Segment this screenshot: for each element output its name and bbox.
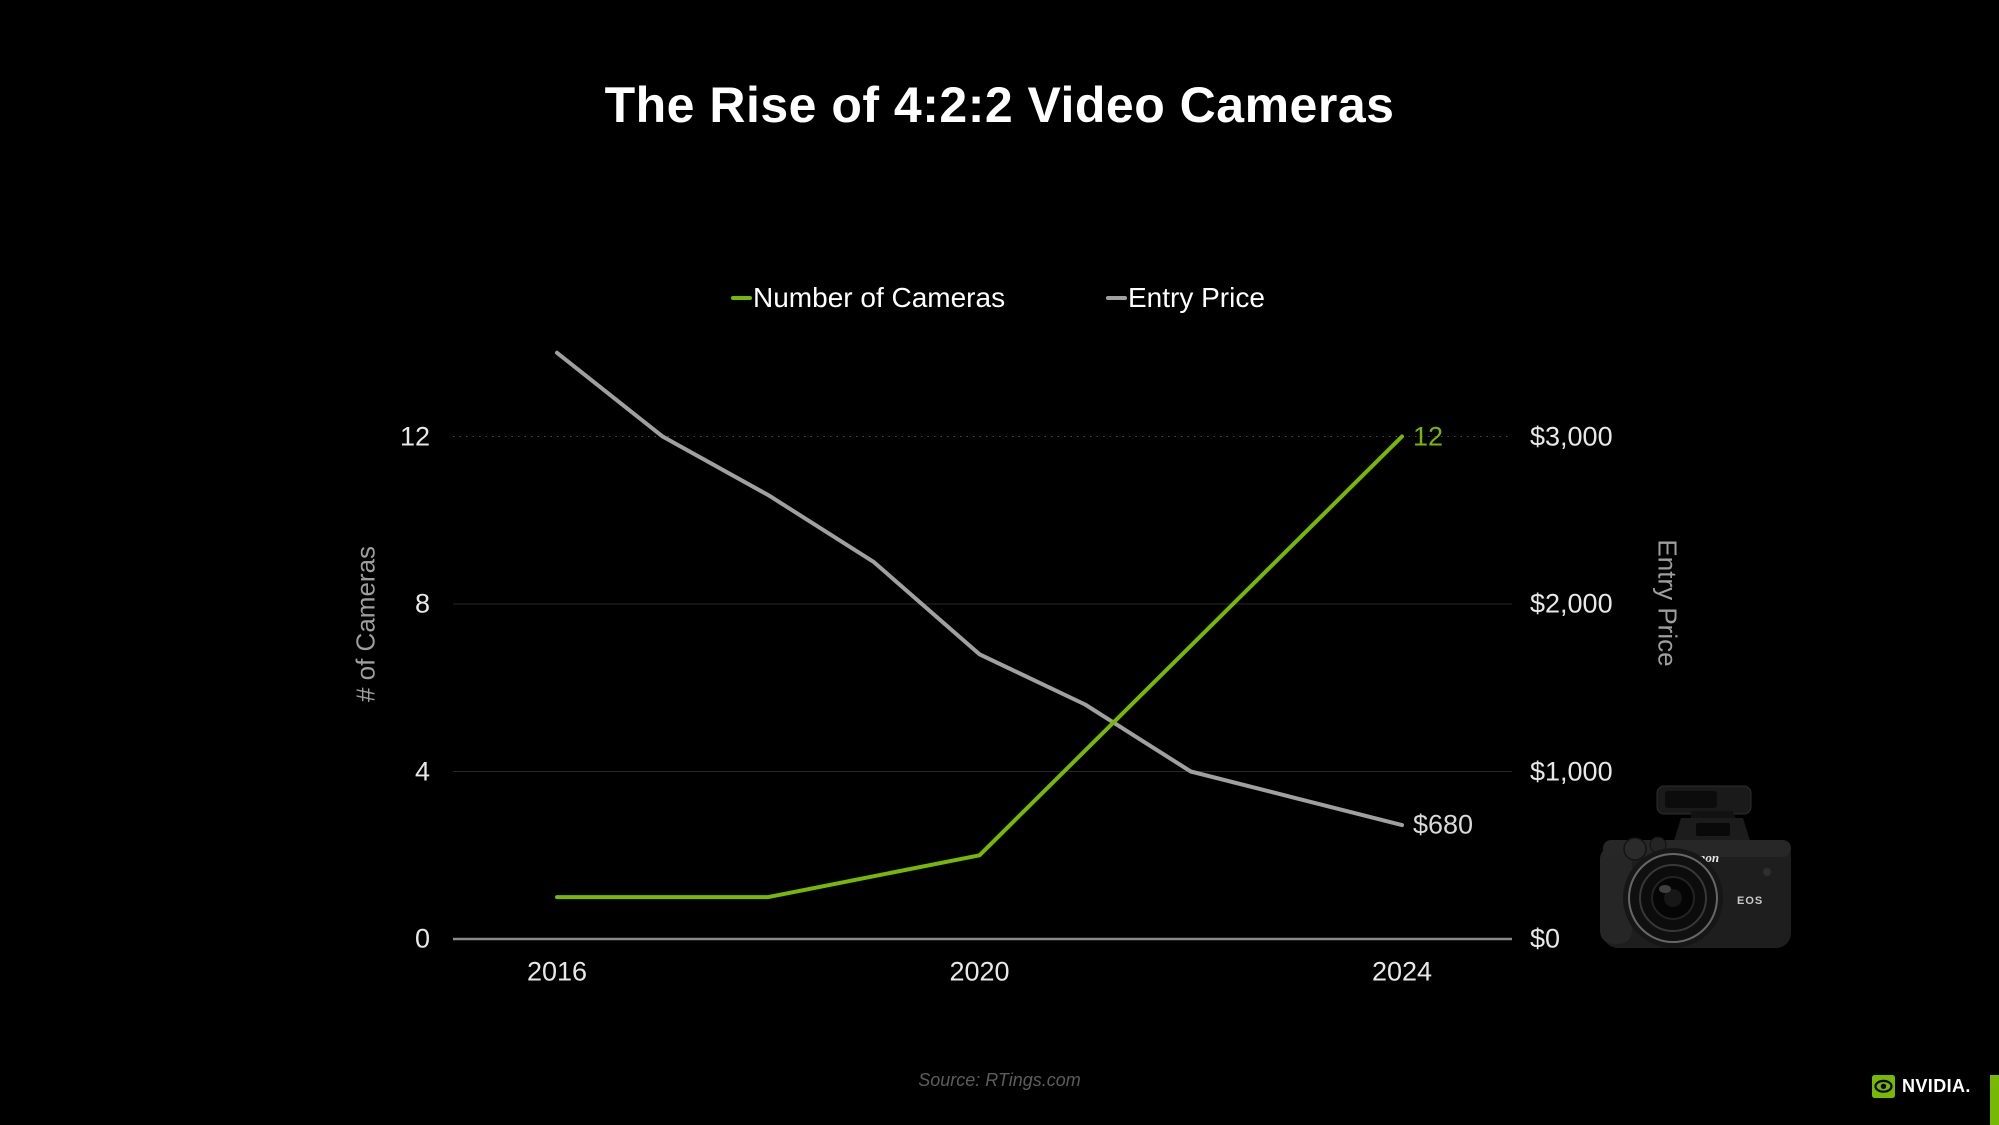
legend-line-marker-green — [731, 296, 752, 300]
y-left-tick-label: 12 — [399, 421, 430, 451]
series-line-number-of-cameras — [555, 434, 1404, 900]
y-left-tick-label: 4 — [414, 756, 430, 786]
nvidia-eye-icon — [1872, 1075, 1895, 1098]
page-title: The Rise of 4:2:2 Video Cameras — [604, 77, 1395, 133]
x-axis-tick-label: 2020 — [949, 956, 1010, 987]
legend-line-marker-gray — [1106, 296, 1127, 300]
nvidia-wordmark: NVIDIA. — [1902, 1076, 1971, 1096]
y-left-tick-label: 0 — [414, 923, 430, 954]
camera-mode-dial — [1623, 837, 1647, 861]
series-line-entry-price — [555, 350, 1404, 828]
x-axis-tick-label: 2016 — [526, 956, 588, 987]
camera-lens-highlight — [1659, 885, 1671, 893]
source-note: Source: RTings.com — [918, 1070, 1081, 1090]
x-axis-tick-label: 2024 — [1371, 956, 1433, 987]
series-end-label-number-of-cameras: 12 — [1413, 421, 1444, 451]
camera-image: Canon EOS — [1595, 780, 1800, 975]
camera-button — [1763, 868, 1771, 876]
legend-item-entry-price: Entry Price — [1106, 282, 1265, 314]
camera-flash-window — [1665, 791, 1717, 808]
legend-label: Number of Cameras — [753, 282, 1006, 313]
legend-item-number-of-cameras: Number of Cameras — [731, 282, 1005, 314]
y-left-tick-label: 8 — [414, 588, 430, 619]
camera-lens-core — [1664, 889, 1682, 907]
series-end-label-entry-price: $680 — [1413, 809, 1474, 840]
y-right-tick-label: $1,000 — [1530, 756, 1613, 786]
y-right-tick-label: $3,000 — [1530, 421, 1613, 451]
slide-edge-accent-bar — [1990, 1075, 1999, 1125]
camera-viewfinder-window — [1696, 823, 1730, 836]
camera-model-text: EOS — [1737, 895, 1763, 907]
legend-label: Entry Price — [1128, 282, 1265, 313]
camera-grip — [1600, 846, 1632, 944]
y-right-tick-label: $0 — [1530, 923, 1561, 954]
nvidia-logo: NVIDIA. — [1872, 1075, 1971, 1098]
y-right-tick-label: $2,000 — [1530, 588, 1613, 619]
